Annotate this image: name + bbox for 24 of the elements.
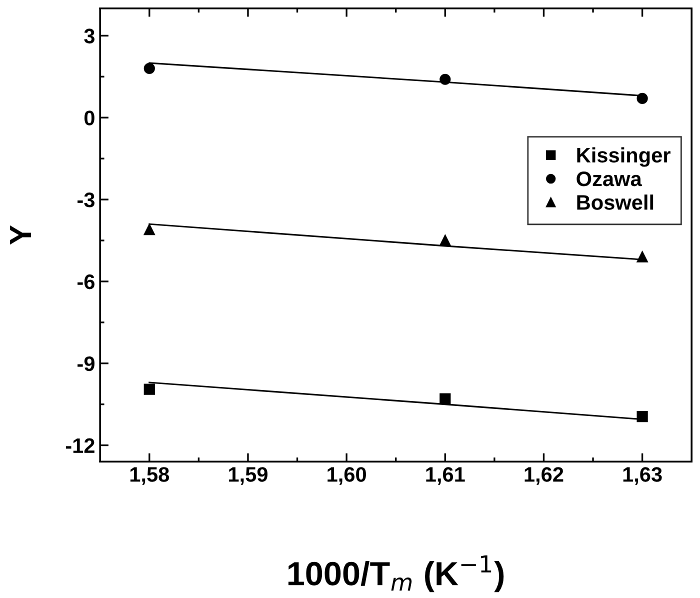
- point: [636, 92, 648, 104]
- point: [144, 384, 155, 395]
- x-tick-label: 1,63: [623, 467, 662, 485]
- x-tick-label: 1,58: [130, 467, 170, 485]
- point: [636, 411, 648, 422]
- x-tick-label: 1,61: [426, 467, 465, 485]
- legend-label: Boswell: [577, 194, 654, 210]
- legend-label: Kissinger: [577, 147, 670, 167]
- y-tick-label: 3: [84, 28, 94, 44]
- x-tick-label: 1,60: [328, 467, 366, 485]
- y-tick-label: -3: [78, 192, 94, 208]
- y-tick-label: -9: [78, 356, 94, 372]
- point: [144, 224, 155, 236]
- x-axis-title: 1000/T$_{m}$ (K$^{−1}$): [288, 555, 504, 592]
- y-tick-label: 0: [84, 110, 94, 126]
- point: [144, 62, 155, 74]
- point: [440, 393, 451, 404]
- point: [636, 251, 648, 262]
- y-tick-label: -6: [78, 274, 94, 290]
- legend-label: Ozawa: [576, 172, 642, 186]
- x-tick-label: 1,59: [229, 467, 268, 485]
- x-tick-label: 1,62: [524, 467, 564, 485]
- y-axis-title: Y: [10, 225, 32, 245]
- y-tick-label: -12: [66, 438, 94, 453]
